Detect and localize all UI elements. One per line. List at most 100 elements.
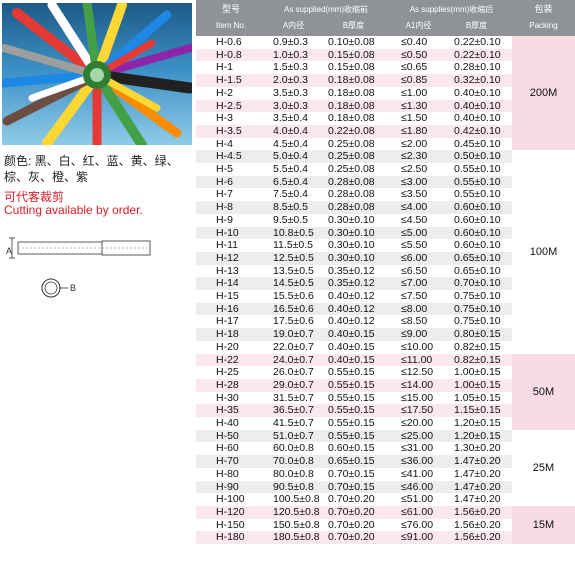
packing-cell: 25M	[512, 429, 575, 506]
dimension-drawing: A B	[6, 232, 176, 302]
item-no-cell: H-30	[216, 391, 239, 404]
a1-cell: ≤9.00	[401, 328, 428, 341]
packing-cell: 100M	[512, 150, 575, 354]
b1-cell: 0.75±0.10	[454, 315, 501, 328]
a-cell: 7.5±0.4	[273, 188, 308, 201]
item-no-cell: H-17	[216, 315, 239, 328]
b1-cell: 1.00±0.15	[454, 366, 501, 379]
item-no-cell: H-16	[216, 302, 239, 315]
b-cell: 0.40±0.12	[328, 302, 375, 315]
b1-cell: 0.22±0.10	[454, 36, 501, 48]
header-supplied: As supplied(mm)收缩前	[283, 5, 368, 14]
item-no-cell: H-60	[216, 442, 239, 455]
item-no-cell: H-0.6	[216, 36, 242, 48]
item-no-cell: H-90	[216, 480, 239, 493]
a1-cell: ≤2.30	[401, 150, 428, 163]
b1-cell: 0.60±0.10	[454, 201, 501, 214]
b1-cell: 0.28±0.10	[454, 61, 501, 74]
item-no-cell: H-10	[216, 226, 239, 239]
item-no-cell: H-5	[216, 163, 233, 175]
a1-cell: ≤3.50	[401, 188, 428, 201]
item-no-cell: H-12	[216, 251, 239, 264]
a1-cell: ≤1.80	[401, 124, 428, 137]
b1-cell: 1.47±0.20	[454, 493, 501, 506]
b1-cell: 1.47±0.20	[454, 467, 501, 480]
b1-cell: 1.20±0.15	[454, 417, 501, 429]
b-cell: 0.70±0.15	[328, 467, 375, 480]
b-cell: 0.10±0.08	[328, 36, 375, 48]
item-no-cell: H-150	[216, 518, 245, 531]
a-cell: 29.0±0.7	[273, 378, 314, 391]
a1-cell: ≤5.00	[401, 226, 428, 239]
b-cell: 0.55±0.15	[328, 417, 375, 429]
b1-cell: 0.55±0.10	[454, 175, 501, 188]
b-cell: 0.60±0.15	[328, 442, 375, 455]
a-cell: 0.9±0.3	[273, 36, 308, 48]
item-no-cell: H-3	[216, 112, 233, 125]
table-row: H-3.5 4.0±0.4 0.22±0.08 ≤1.80 0.42±0.10	[196, 124, 512, 138]
table-row: H-14 14.5±0.5 0.35±0.12 ≤7.00 0.70±0.10	[196, 277, 512, 290]
a1-cell: ≤14.00	[401, 378, 434, 391]
b1-cell: 0.75±0.10	[454, 302, 501, 315]
a-cell: 26.0±0.7	[273, 366, 314, 379]
table-row: H-90 90.5±0.8 0.70±0.15 ≤46.00 1.47±0.20	[196, 480, 512, 494]
a-cell: 19.0±0.7	[273, 328, 314, 341]
table-row: H-0.6 0.9±0.3 0.10±0.08 ≤0.40 0.22±0.10	[196, 36, 512, 49]
a1-cell: ≤6.00	[401, 251, 428, 264]
b1-cell: 1.56±0.20	[454, 518, 501, 531]
table-row: H-2.5 3.0±0.3 0.18±0.08 ≤1.30 0.40±0.10	[196, 99, 512, 113]
a1-cell: ≤2.50	[401, 163, 428, 175]
a1-cell: ≤1.00	[401, 86, 428, 99]
header-b: B厚度	[342, 21, 365, 30]
b1-cell: 0.42±0.10	[454, 124, 501, 137]
table-row: H-15 15.5±0.6 0.40±0.12 ≤7.50 0.75±0.10	[196, 290, 512, 303]
b1-cell: 1.56±0.20	[454, 505, 501, 518]
a1-cell: ≤46.00	[401, 480, 434, 493]
item-no-cell: H-15	[216, 290, 239, 302]
item-no-cell: H-1.5	[216, 74, 242, 87]
b1-cell: 0.65±0.10	[454, 264, 501, 277]
b-cell: 0.30±0.10	[328, 239, 375, 252]
a-cell: 11.5±0.5	[273, 239, 314, 252]
item-no-cell: H-0.8	[216, 48, 242, 61]
a1-cell: ≤6.50	[401, 264, 428, 277]
header-model-cn: 型号	[221, 4, 240, 14]
item-no-cell: H-100	[216, 493, 245, 506]
b-cell: 0.18±0.08	[328, 99, 375, 112]
header-packing-cn: 包装	[534, 4, 553, 14]
a-cell: 13.5±0.5	[273, 264, 314, 277]
b-cell: 0.70±0.20	[328, 518, 375, 531]
item-no-cell: H-2	[216, 86, 233, 99]
heat-shrink-tubes-image	[2, 3, 192, 145]
b-cell: 0.70±0.15	[328, 480, 375, 493]
a1-cell: ≤36.00	[401, 455, 434, 468]
b-cell: 0.70±0.20	[328, 505, 375, 518]
b-cell: 0.35±0.12	[328, 277, 375, 290]
b-cell: 0.40±0.15	[328, 353, 375, 366]
table-row: H-40 41.5±0.7 0.55±0.15 ≤20.00 1.20±0.15	[196, 417, 512, 430]
b-cell: 0.40±0.15	[328, 340, 375, 353]
a1-cell: ≤1.30	[401, 99, 428, 112]
a-cell: 3.5±0.4	[273, 112, 308, 125]
a-cell: 15.5±0.6	[273, 290, 314, 302]
item-no-cell: H-2.5	[216, 99, 242, 112]
table-row: H-22 24.0±0.7 0.40±0.15 ≤11.00 0.82±0.15	[196, 353, 512, 367]
b-cell: 0.35±0.12	[328, 264, 375, 277]
b1-cell: 1.47±0.20	[454, 480, 501, 493]
table-row: H-80 80.0±0.8 0.70±0.15 ≤41.00 1.47±0.20	[196, 467, 512, 481]
b1-cell: 0.70±0.10	[454, 277, 501, 290]
a-cell: 41.5±0.7	[273, 417, 314, 429]
b1-cell: 0.60±0.10	[454, 226, 501, 239]
table-row: H-60 60.0±0.8 0.60±0.15 ≤31.00 1.30±0.20	[196, 442, 512, 456]
a1-cell: ≤61.00	[401, 505, 434, 518]
b-cell: 0.15±0.08	[328, 61, 375, 74]
b-cell: 0.30±0.10	[328, 226, 375, 239]
a1-cell: ≤20.00	[401, 417, 434, 429]
table-row: H-1 1.5±0.3 0.15±0.08 ≤0.65 0.28±0.10	[196, 61, 512, 75]
item-no-cell: H-28	[216, 378, 239, 391]
b-cell: 0.28±0.08	[328, 201, 375, 214]
a-cell: 5.5±0.4	[273, 163, 308, 175]
b1-cell: 0.75±0.10	[454, 290, 501, 302]
a1-cell: ≤2.00	[401, 137, 428, 150]
b1-cell: 0.32±0.10	[454, 74, 501, 87]
